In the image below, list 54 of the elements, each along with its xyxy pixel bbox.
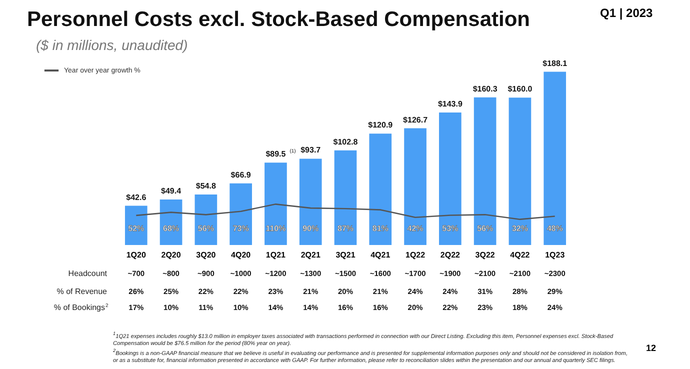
data-label: $102.8 xyxy=(333,137,358,146)
bar xyxy=(230,183,252,245)
x-tick-label: 3Q22 xyxy=(475,250,496,260)
data-label: 48% xyxy=(546,224,563,233)
bar xyxy=(474,97,496,245)
bar xyxy=(544,72,566,245)
x-tick-label: 4Q21 xyxy=(370,250,391,260)
data-label: $93.7 xyxy=(300,146,322,155)
chart-subtitle: ($ in millions, unaudited) xyxy=(36,37,188,53)
x-tick-label: 2Q21 xyxy=(300,250,321,260)
data-label: 68% xyxy=(163,224,180,233)
data-label: 87% xyxy=(337,224,354,233)
data-label: 90% xyxy=(302,224,319,233)
x-tick-label: 3Q20 xyxy=(196,250,216,260)
x-tick-label: 1Q22 xyxy=(405,250,426,260)
bar xyxy=(299,158,322,245)
data-label: $54.8 xyxy=(196,182,216,191)
data-label: 56% xyxy=(477,224,494,233)
data-label: 53% xyxy=(442,224,458,233)
data-label: $126.7 xyxy=(403,115,428,124)
text: Headcount xyxy=(68,269,108,278)
data-label: $66.9 xyxy=(230,170,252,180)
x-tick-label: 3Q21 xyxy=(336,250,356,260)
bar xyxy=(264,162,287,245)
data-label: $188.1 xyxy=(542,58,568,68)
data-label: 42% xyxy=(407,224,424,233)
x-tick-label: 1Q21 xyxy=(266,250,286,260)
x-tick-label: 2Q20 xyxy=(161,250,182,260)
bar xyxy=(508,98,532,245)
data-label: 110% xyxy=(266,224,286,233)
x-tick-label: 4Q20 xyxy=(231,250,252,260)
chart-title: Personnel Costs excl. Stock-Based Compensation xyxy=(27,8,530,32)
data-label: 32% xyxy=(512,224,528,233)
data-label: $49.4 xyxy=(161,186,182,196)
bar xyxy=(404,128,426,245)
x-tick-label: 1Q20 xyxy=(126,250,146,260)
data-label: $120.9 xyxy=(368,120,394,130)
data-label: $160.0 xyxy=(508,84,533,94)
bar xyxy=(369,134,392,245)
data-label: $160.3 xyxy=(472,84,498,94)
data-label: $42.6 xyxy=(126,192,147,202)
x-tick-label: 2Q22 xyxy=(440,250,461,260)
bar xyxy=(334,150,357,245)
x-tick-label: 4Q22 xyxy=(510,250,530,260)
text: % of Revenue xyxy=(56,287,108,296)
data-label: 52% xyxy=(128,224,144,233)
bar xyxy=(439,112,462,245)
data-label: 81% xyxy=(372,224,388,233)
text: 12 xyxy=(646,343,656,353)
data-label: $143.9 xyxy=(438,99,463,108)
data-label: 73% xyxy=(232,224,249,233)
x-tick-label: 1Q23 xyxy=(545,250,566,260)
data-label: 56% xyxy=(198,224,214,233)
text: Q1 | 2023 xyxy=(600,6,653,20)
